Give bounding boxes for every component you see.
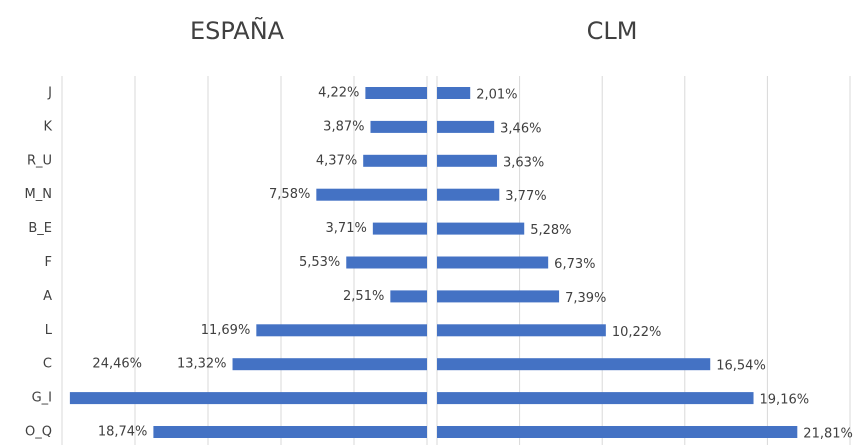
data-label: 21,81% xyxy=(803,427,853,442)
data-label: 4,37% xyxy=(316,153,357,168)
bar xyxy=(365,87,427,99)
category-label: B_E xyxy=(28,221,52,236)
data-label: 7,39% xyxy=(565,291,606,306)
data-label: 5,53% xyxy=(299,255,340,270)
bar xyxy=(346,256,427,269)
bar xyxy=(437,290,560,303)
bar xyxy=(232,358,427,371)
bar xyxy=(372,222,427,235)
data-label: 24,46% xyxy=(92,357,142,372)
bar xyxy=(363,154,427,167)
bar xyxy=(316,188,427,201)
category-label: K xyxy=(43,119,52,134)
category-label: F xyxy=(45,255,52,270)
data-label: 3,46% xyxy=(500,121,541,136)
bar xyxy=(437,324,606,337)
data-label: 3,77% xyxy=(505,189,546,204)
data-label: 11,69% xyxy=(201,323,251,338)
data-label: 3,63% xyxy=(503,155,544,170)
data-label: 13,32% xyxy=(177,357,227,372)
category-label: M_N xyxy=(25,187,52,202)
bar xyxy=(437,222,525,235)
category-label: C xyxy=(43,357,52,372)
data-label: 10,22% xyxy=(612,325,662,340)
chart-title: CLM xyxy=(587,17,638,45)
data-label: 5,28% xyxy=(530,223,571,238)
bar xyxy=(437,87,471,99)
category-label: J xyxy=(47,86,52,101)
category-label: O_Q xyxy=(25,425,52,440)
data-label: 2,01% xyxy=(476,88,517,103)
data-label: 16,54% xyxy=(716,359,766,374)
data-label: 2,51% xyxy=(343,289,384,304)
data-label: 6,73% xyxy=(554,257,595,272)
data-label: 18,74% xyxy=(98,425,148,440)
category-label: G_I xyxy=(32,391,52,406)
chart-title: ESPAÑA xyxy=(190,15,285,45)
bar xyxy=(437,392,754,405)
data-label: 3,87% xyxy=(323,119,364,134)
bar xyxy=(437,256,549,269)
bar xyxy=(153,426,427,438)
bar xyxy=(437,426,798,438)
category-label: L xyxy=(45,323,53,338)
data-label: 3,71% xyxy=(326,221,367,236)
category-label: R_U xyxy=(27,153,52,168)
bar xyxy=(370,120,427,133)
category-label: A xyxy=(43,289,52,304)
bar xyxy=(69,392,427,405)
bar xyxy=(437,154,497,167)
bar xyxy=(437,188,500,201)
bar xyxy=(437,358,711,371)
bar xyxy=(390,290,427,303)
data-label: 4,22% xyxy=(318,86,359,101)
bar xyxy=(437,120,495,133)
data-label: 7,58% xyxy=(269,187,310,202)
data-label: 19,16% xyxy=(760,393,810,408)
bar xyxy=(256,324,427,337)
